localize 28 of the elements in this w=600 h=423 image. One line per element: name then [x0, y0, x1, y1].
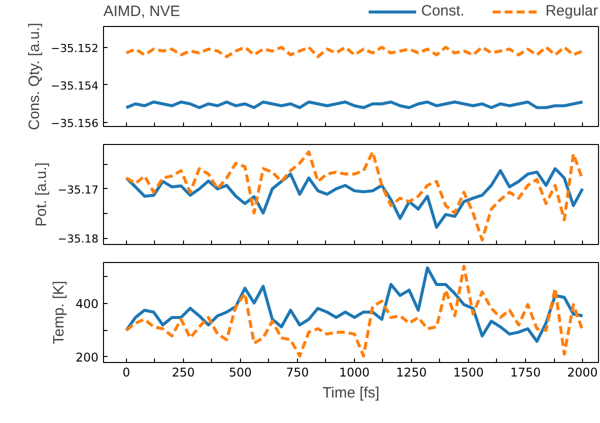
- y-tick-label: −35.17: [58, 183, 99, 196]
- y-axis-title: Temp. [K]: [50, 280, 68, 344]
- x-axis-title: Time [fs]: [322, 384, 380, 402]
- line-series: [124, 167, 584, 229]
- legend-label: Const.: [421, 2, 464, 20]
- x-tick-label: 2000: [567, 366, 598, 380]
- x-tick-label: 1750: [510, 366, 541, 380]
- y-axis-title: Cons. Qty. [a.u.]: [26, 22, 43, 130]
- line-series: [124, 150, 584, 242]
- y-tick-label: −35.156: [50, 117, 99, 130]
- chart-title: AIMD, NVE: [104, 3, 180, 20]
- x-tick-label: 1250: [396, 366, 427, 380]
- line-series: [124, 264, 584, 358]
- y-axis-title: Pot. [a.u.]: [32, 162, 50, 227]
- y-tick-label: −35.154: [50, 79, 99, 92]
- legend-label: Regular: [545, 2, 598, 20]
- line-series: [124, 46, 584, 58]
- x-tick-label: 250: [172, 366, 195, 380]
- line-series: [124, 266, 584, 343]
- y-tick-label: −35.152: [50, 42, 99, 55]
- y-tick-label: 200: [76, 350, 98, 364]
- x-tick-label: 500: [228, 366, 252, 380]
- x-tick-label: 0: [122, 366, 130, 380]
- x-tick-label: 1500: [453, 366, 484, 380]
- x-tick-label: 1000: [339, 366, 370, 380]
- y-tick-label: −35.18: [58, 232, 99, 246]
- x-tick-label: 750: [286, 366, 309, 380]
- y-tick-label: 400: [76, 296, 98, 311]
